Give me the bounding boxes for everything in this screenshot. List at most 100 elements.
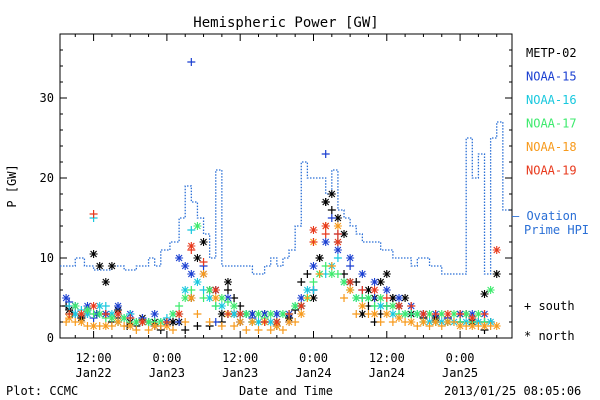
point-north	[321, 198, 330, 206]
point-north	[211, 286, 220, 294]
point-north	[388, 294, 397, 302]
point-south	[321, 150, 330, 158]
point-north	[382, 286, 391, 294]
point-south	[437, 322, 446, 330]
point-north	[138, 318, 147, 326]
point-north	[242, 310, 251, 318]
point-north	[89, 302, 98, 310]
x-tick-label: 12:00	[76, 351, 112, 365]
legend-entry: NOAA-15	[526, 70, 577, 84]
ovation-legend-line2: Prime HPI	[524, 223, 589, 237]
point-south	[309, 238, 318, 246]
legend: METP-02 NOAA-15 NOAA-16 NOAA-17 NOAA-18 NOAA-…	[526, 46, 577, 178]
point-south	[187, 226, 196, 234]
point-south	[388, 318, 397, 326]
point-south	[321, 230, 330, 238]
y-tick-label: 20	[40, 171, 54, 185]
series-noaa-15	[62, 58, 489, 330]
point-north	[236, 318, 245, 326]
y-tick-label: 0	[47, 331, 54, 345]
point-north	[492, 246, 501, 254]
point-south	[370, 302, 379, 310]
point-north	[443, 310, 452, 318]
point-north	[382, 270, 391, 278]
point-south	[175, 302, 184, 310]
symbol-legend: + south * north	[524, 299, 575, 343]
point-north	[71, 310, 80, 318]
point-north	[187, 294, 196, 302]
point-north	[181, 262, 190, 270]
point-north	[419, 310, 428, 318]
y-axis-label: P [GW]	[5, 164, 19, 207]
series-noaa-17	[65, 222, 495, 326]
point-south	[187, 58, 196, 66]
symbol-legend-entry: + south	[524, 299, 575, 313]
point-north	[217, 294, 226, 302]
point-north	[364, 294, 373, 302]
x-tick-label-date: Jan23	[149, 366, 185, 380]
point-south	[309, 278, 318, 286]
point-south	[340, 294, 349, 302]
point-north	[248, 310, 257, 318]
point-north	[303, 286, 312, 294]
point-north	[431, 318, 440, 326]
point-south	[223, 298, 232, 306]
point-north	[223, 278, 232, 286]
x-tick-label: 12:00	[369, 351, 405, 365]
point-south	[132, 326, 141, 334]
point-south	[266, 326, 275, 334]
point-north	[71, 302, 80, 310]
point-north	[285, 318, 294, 326]
point-north	[248, 318, 257, 326]
point-south	[217, 322, 226, 330]
point-north	[388, 310, 397, 318]
point-north	[352, 294, 361, 302]
legend-entry: METP-02	[526, 46, 577, 60]
point-south	[382, 294, 391, 302]
x-tick-label: 12:00	[222, 351, 258, 365]
point-north	[395, 294, 403, 302]
ovation-prime-line	[60, 121, 512, 275]
point-north	[278, 310, 287, 318]
series-noaa-19	[65, 210, 501, 326]
point-south	[333, 230, 342, 238]
point-north	[169, 318, 177, 326]
point-south	[101, 310, 110, 318]
point-north	[95, 310, 104, 318]
point-south	[327, 262, 336, 270]
point-north	[114, 302, 123, 310]
point-north	[376, 278, 385, 286]
point-south	[333, 254, 342, 262]
footer-right: 2013/01/25 08:05:06	[444, 384, 581, 398]
point-north	[126, 322, 135, 330]
point-north	[321, 238, 330, 246]
point-north	[297, 302, 306, 310]
point-north	[101, 322, 110, 330]
point-south	[315, 270, 324, 278]
point-north	[175, 310, 184, 318]
point-north	[83, 306, 92, 314]
point-north	[340, 278, 349, 286]
y-axis: 0 10 20 30	[40, 33, 512, 345]
point-south	[327, 206, 336, 214]
point-north	[107, 314, 116, 322]
ovation-step-line	[60, 121, 512, 275]
x-tick-label: 0:00	[299, 351, 328, 365]
point-south	[303, 294, 312, 302]
x-tick-label-date: Jan22	[76, 366, 112, 380]
point-north	[346, 286, 355, 294]
point-south	[193, 322, 202, 330]
point-north	[333, 246, 342, 254]
point-north	[205, 286, 214, 294]
ovation-legend-line1: — Ovation	[512, 209, 577, 223]
legend-entry: NOAA-16	[526, 93, 577, 107]
point-south	[352, 310, 361, 318]
legend-entry: NOAA-17	[526, 117, 577, 131]
point-north	[449, 310, 458, 318]
point-north	[419, 318, 428, 326]
point-north	[132, 318, 141, 326]
point-north	[327, 270, 336, 278]
point-south	[480, 310, 489, 318]
point-north	[486, 286, 495, 294]
point-north	[150, 322, 159, 330]
